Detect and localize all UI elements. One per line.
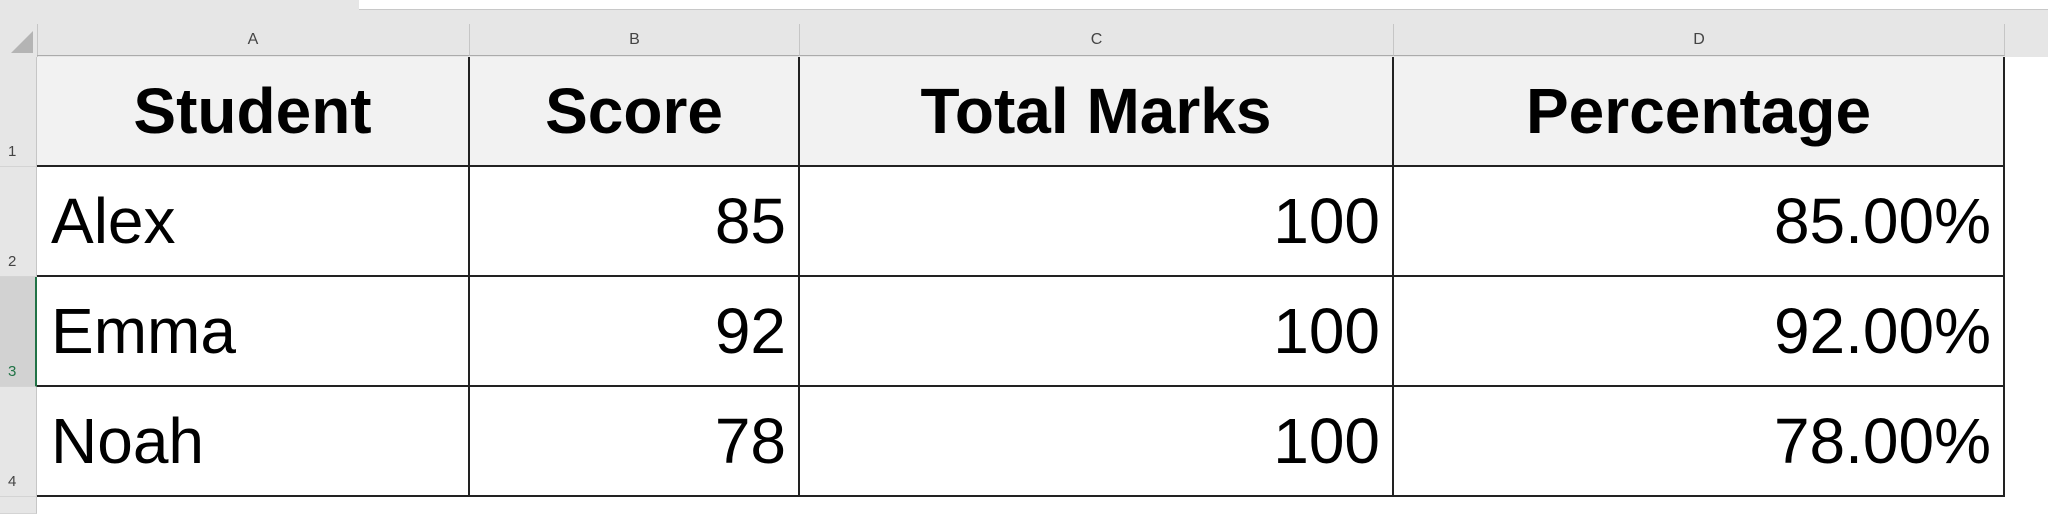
cell-b4[interactable]: 78 [470,387,800,497]
cell-a3[interactable]: Emma [37,277,470,387]
row-header-2[interactable]: 2 [0,167,37,277]
header-cell-b[interactable]: Score [470,57,800,167]
cell-a4[interactable]: Noah [37,387,470,497]
column-header-a[interactable]: A [37,24,470,56]
cell-c4[interactable]: 100 [800,387,1394,497]
cell-d3[interactable]: 92.00% [1394,277,2005,387]
cell-c2[interactable]: 100 [800,167,1394,277]
select-all-triangle-icon [11,31,33,53]
row-header-1[interactable]: 1 [0,57,37,167]
cell-c3[interactable]: 100 [800,277,1394,387]
row-header-5[interactable] [0,497,37,514]
cell-b2[interactable]: 85 [470,167,800,277]
cell-a2[interactable]: Alex [37,167,470,277]
column-header-c[interactable]: C [800,24,1394,56]
worksheet-grid: Student Score Total Marks Percentage Alex 85 1… [37,57,2048,514]
column-header-b[interactable]: B [470,24,800,56]
cell-d4[interactable]: 78.00% [1394,387,2005,497]
row-header-4[interactable]: 4 [0,387,37,497]
header-cell-a[interactable]: Student [37,57,470,167]
cell-b3[interactable]: 92 [470,277,800,387]
row-header-3[interactable]: 3 [0,277,37,387]
cell-d2[interactable]: 85.00% [1394,167,2005,277]
header-cell-d[interactable]: Percentage [1394,57,2005,167]
select-all-button[interactable] [0,24,38,57]
formula-bar[interactable] [359,0,2048,10]
column-header-d[interactable]: D [1394,24,2005,56]
header-cell-c[interactable]: Total Marks [800,57,1394,167]
